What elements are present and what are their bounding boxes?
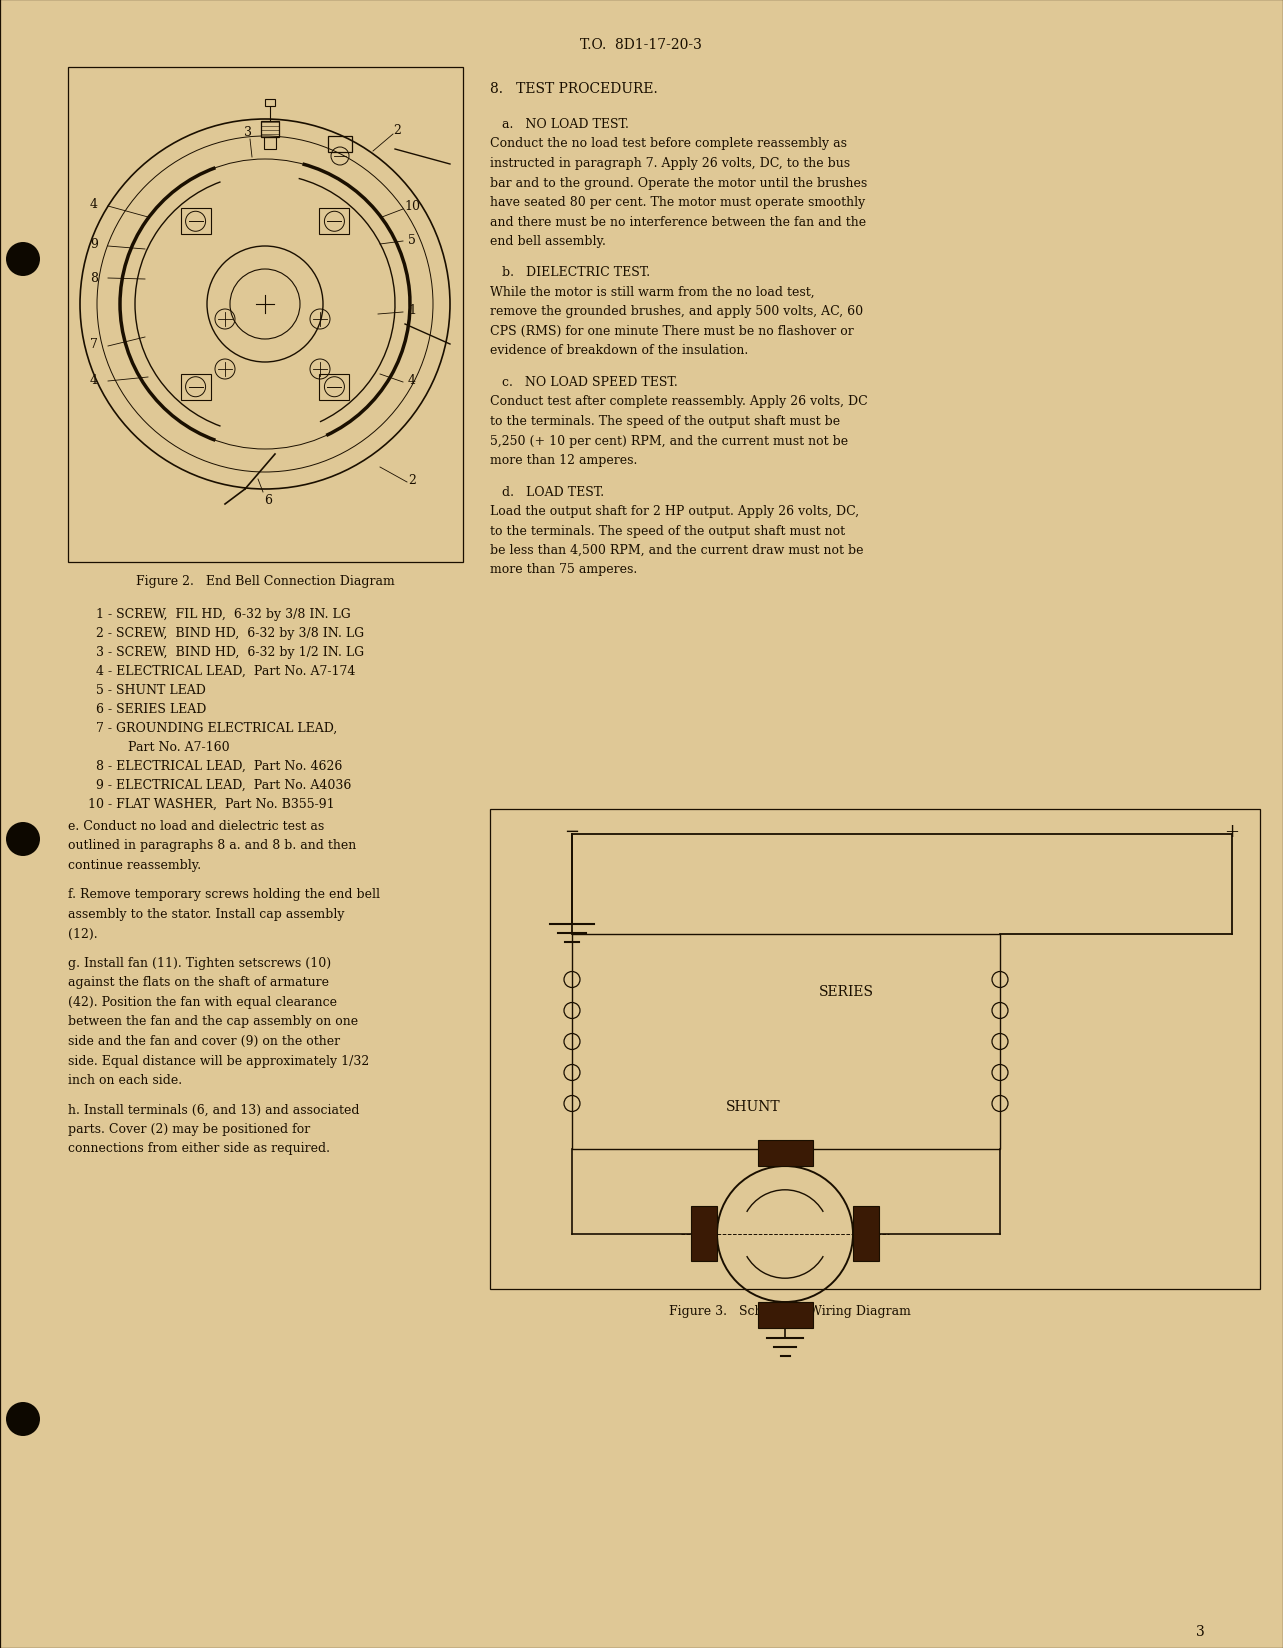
Text: evidence of breakdown of the insulation.: evidence of breakdown of the insulation. <box>490 344 748 358</box>
Text: 6: 6 <box>264 493 272 506</box>
Text: h. Install terminals (6, and 13) and associated: h. Install terminals (6, and 13) and ass… <box>68 1103 359 1116</box>
Text: Conduct test after complete reassembly. Apply 26 volts, DC: Conduct test after complete reassembly. … <box>490 396 867 409</box>
Text: Conduct the no load test before complete reassembly as: Conduct the no load test before complete… <box>490 137 847 150</box>
Text: against the flats on the shaft of armature: against the flats on the shaft of armatu… <box>68 976 328 989</box>
Bar <box>181 374 210 400</box>
Text: (12).: (12). <box>68 926 98 939</box>
Text: 9 - ELECTRICAL LEAD,  Part No. A4036: 9 - ELECTRICAL LEAD, Part No. A4036 <box>89 778 352 791</box>
Text: 9: 9 <box>90 239 98 252</box>
Bar <box>68 68 463 562</box>
Text: CPS (RMS) for one minute There must be no flashover or: CPS (RMS) for one minute There must be n… <box>490 325 853 338</box>
Text: 5: 5 <box>408 234 416 246</box>
Text: side and the fan and cover (9) on the other: side and the fan and cover (9) on the ot… <box>68 1035 340 1048</box>
Text: 10 - FLAT WASHER,  Part No. B355-91: 10 - FLAT WASHER, Part No. B355-91 <box>89 798 335 811</box>
Bar <box>264 138 276 150</box>
Circle shape <box>6 822 40 857</box>
Text: side. Equal distance will be approximately 1/32: side. Equal distance will be approximate… <box>68 1053 370 1066</box>
Text: have seated 80 per cent. The motor must operate smoothly: have seated 80 per cent. The motor must … <box>490 196 865 209</box>
Text: SHUNT: SHUNT <box>726 1099 780 1114</box>
Text: 1 - SCREW,  FIL HD,  6-32 by 3/8 IN. LG: 1 - SCREW, FIL HD, 6-32 by 3/8 IN. LG <box>89 608 350 621</box>
Bar <box>319 209 349 236</box>
Text: connections from either side as required.: connections from either side as required… <box>68 1142 330 1155</box>
Text: outlined in paragraphs 8 a. and 8 b. and then: outlined in paragraphs 8 a. and 8 b. and… <box>68 839 357 852</box>
Bar <box>853 1206 879 1261</box>
Text: Part No. A7-160: Part No. A7-160 <box>89 740 230 753</box>
Text: 3: 3 <box>1196 1623 1205 1638</box>
Bar <box>266 101 275 107</box>
Text: continue reassembly.: continue reassembly. <box>68 859 201 872</box>
Text: between the fan and the cap assembly on one: between the fan and the cap assembly on … <box>68 1015 358 1028</box>
Bar <box>319 374 349 400</box>
Bar <box>328 137 352 153</box>
Text: 2: 2 <box>408 473 416 486</box>
Text: instructed in paragraph 7. Apply 26 volts, DC, to the bus: instructed in paragraph 7. Apply 26 volt… <box>490 157 851 170</box>
Text: more than 12 amperes.: more than 12 amperes. <box>490 453 638 466</box>
Bar <box>490 809 1260 1289</box>
Text: SERIES: SERIES <box>819 984 874 999</box>
Bar <box>692 1206 717 1261</box>
Text: 2: 2 <box>393 124 400 137</box>
Text: d.   LOAD TEST.: d. LOAD TEST. <box>490 485 604 498</box>
Bar <box>758 1302 813 1328</box>
Text: f. Remove temporary screws holding the end bell: f. Remove temporary screws holding the e… <box>68 888 380 901</box>
Text: 4: 4 <box>90 198 98 211</box>
Circle shape <box>6 242 40 277</box>
Text: 3: 3 <box>244 127 251 140</box>
Text: 7 - GROUNDING ELECTRICAL LEAD,: 7 - GROUNDING ELECTRICAL LEAD, <box>89 722 337 735</box>
Text: 4: 4 <box>408 374 416 386</box>
Text: 4 - ELECTRICAL LEAD,  Part No. A7-174: 4 - ELECTRICAL LEAD, Part No. A7-174 <box>89 664 355 677</box>
Text: 10: 10 <box>404 201 420 213</box>
Text: While the motor is still warm from the no load test,: While the motor is still warm from the n… <box>490 285 815 298</box>
Text: 8 - ELECTRICAL LEAD,  Part No. 4626: 8 - ELECTRICAL LEAD, Part No. 4626 <box>89 760 343 773</box>
Text: Figure 2.   End Bell Connection Diagram: Figure 2. End Bell Connection Diagram <box>136 575 394 588</box>
Text: end bell assembly.: end bell assembly. <box>490 236 606 247</box>
Text: c.   NO LOAD SPEED TEST.: c. NO LOAD SPEED TEST. <box>490 376 677 389</box>
Bar <box>758 1140 813 1167</box>
Text: 6 - SERIES LEAD: 6 - SERIES LEAD <box>89 702 207 715</box>
Text: to the terminals. The speed of the output shaft must be: to the terminals. The speed of the outpu… <box>490 415 840 428</box>
Text: and there must be no interference between the fan and the: and there must be no interference betwee… <box>490 216 866 229</box>
Text: 5,250 (+ 10 per cent) RPM, and the current must not be: 5,250 (+ 10 per cent) RPM, and the curre… <box>490 433 848 447</box>
Text: a.   NO LOAD TEST.: a. NO LOAD TEST. <box>490 119 629 130</box>
Text: −: − <box>565 822 580 840</box>
Text: assembly to the stator. Install cap assembly: assembly to the stator. Install cap asse… <box>68 908 345 921</box>
Bar <box>0 0 55 1648</box>
Text: 8.   TEST PROCEDURE.: 8. TEST PROCEDURE. <box>490 82 658 96</box>
Text: (42). Position the fan with equal clearance: (42). Position the fan with equal cleara… <box>68 995 337 1009</box>
Text: 5 - SHUNT LEAD: 5 - SHUNT LEAD <box>89 684 205 697</box>
Text: 3 - SCREW,  BIND HD,  6-32 by 1/2 IN. LG: 3 - SCREW, BIND HD, 6-32 by 1/2 IN. LG <box>89 646 364 659</box>
Text: g. Install fan (11). Tighten setscrews (10): g. Install fan (11). Tighten setscrews (… <box>68 956 331 969</box>
Text: +: + <box>1224 822 1239 840</box>
Text: parts. Cover (2) may be positioned for: parts. Cover (2) may be positioned for <box>68 1122 310 1135</box>
Text: 2 - SCREW,  BIND HD,  6-32 by 3/8 IN. LG: 2 - SCREW, BIND HD, 6-32 by 3/8 IN. LG <box>89 626 364 639</box>
Text: bar and to the ground. Operate the motor until the brushes: bar and to the ground. Operate the motor… <box>490 176 867 190</box>
Text: 7: 7 <box>90 338 98 351</box>
Text: Figure 3.   Schematic Wiring Diagram: Figure 3. Schematic Wiring Diagram <box>668 1304 911 1317</box>
Text: more than 75 amperes.: more than 75 amperes. <box>490 564 638 577</box>
Text: 4: 4 <box>90 374 98 386</box>
Text: to the terminals. The speed of the output shaft must not: to the terminals. The speed of the outpu… <box>490 524 845 537</box>
Text: b.   DIELECTRIC TEST.: b. DIELECTRIC TEST. <box>490 267 650 279</box>
Circle shape <box>6 1402 40 1435</box>
Text: inch on each side.: inch on each side. <box>68 1073 182 1086</box>
Text: T.O.  8D1-17-20-3: T.O. 8D1-17-20-3 <box>580 38 702 53</box>
Text: remove the grounded brushes, and apply 500 volts, AC, 60: remove the grounded brushes, and apply 5… <box>490 305 863 318</box>
Text: e. Conduct no load and dielectric test as: e. Conduct no load and dielectric test a… <box>68 819 325 832</box>
Text: 8: 8 <box>90 272 98 285</box>
Text: be less than 4,500 RPM, and the current draw must not be: be less than 4,500 RPM, and the current … <box>490 544 863 557</box>
Bar <box>181 209 210 236</box>
Text: Load the output shaft for 2 HP output. Apply 26 volts, DC,: Load the output shaft for 2 HP output. A… <box>490 504 860 517</box>
Bar <box>260 122 278 138</box>
Bar <box>572 934 999 1149</box>
Text: 1: 1 <box>408 303 416 316</box>
